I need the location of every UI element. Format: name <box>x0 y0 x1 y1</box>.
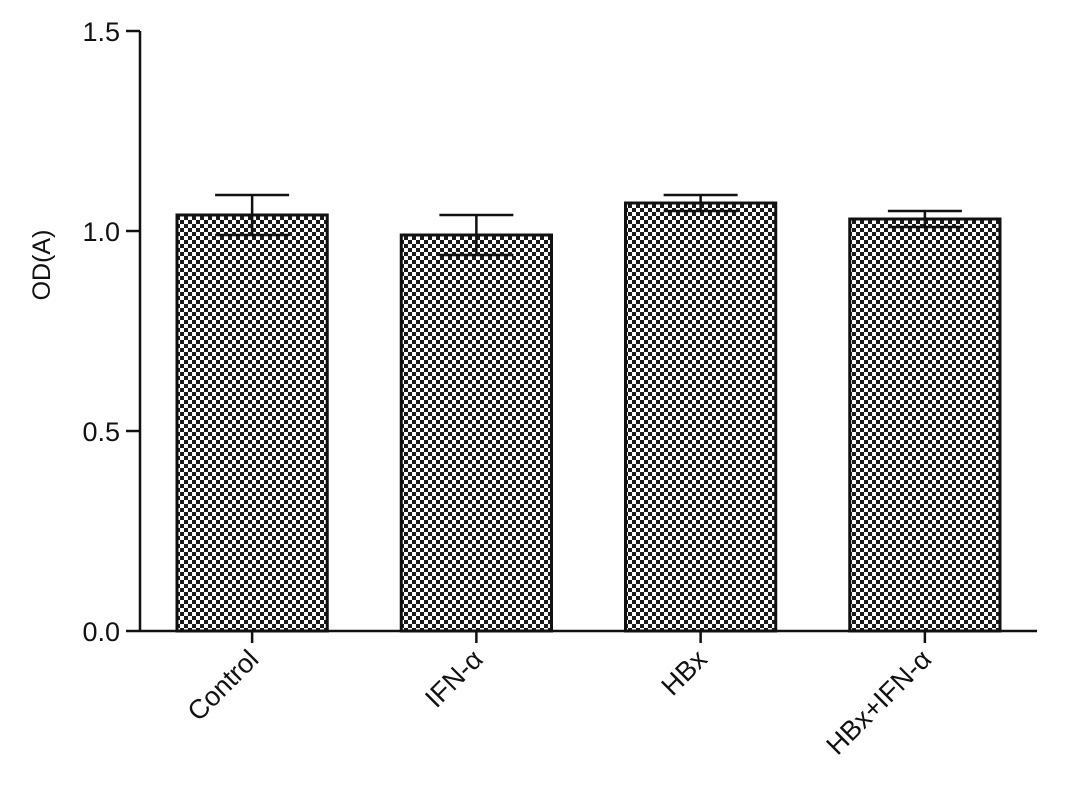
x-tick-label-0: Control <box>182 644 265 727</box>
bar-0 <box>175 213 329 633</box>
y-axis-title: OD(A) <box>28 230 56 301</box>
axes-layer <box>126 29 1037 643</box>
x-tick-label-1: IFN-α <box>419 644 488 713</box>
x-tick-label-3: HBx+IFN-α <box>821 644 938 761</box>
bar-2 <box>624 201 778 633</box>
y-tick-label-2: 1.0 <box>82 217 120 247</box>
bars-layer <box>175 193 1002 633</box>
y-tick-label-3: 1.5 <box>82 17 120 47</box>
bar-3 <box>848 217 1002 633</box>
x-tick-label-2: HBx <box>656 644 714 702</box>
y-tick-label-0: 0.0 <box>82 617 120 647</box>
bar-1 <box>399 233 553 633</box>
y-tick-label-1: 0.5 <box>82 417 120 447</box>
